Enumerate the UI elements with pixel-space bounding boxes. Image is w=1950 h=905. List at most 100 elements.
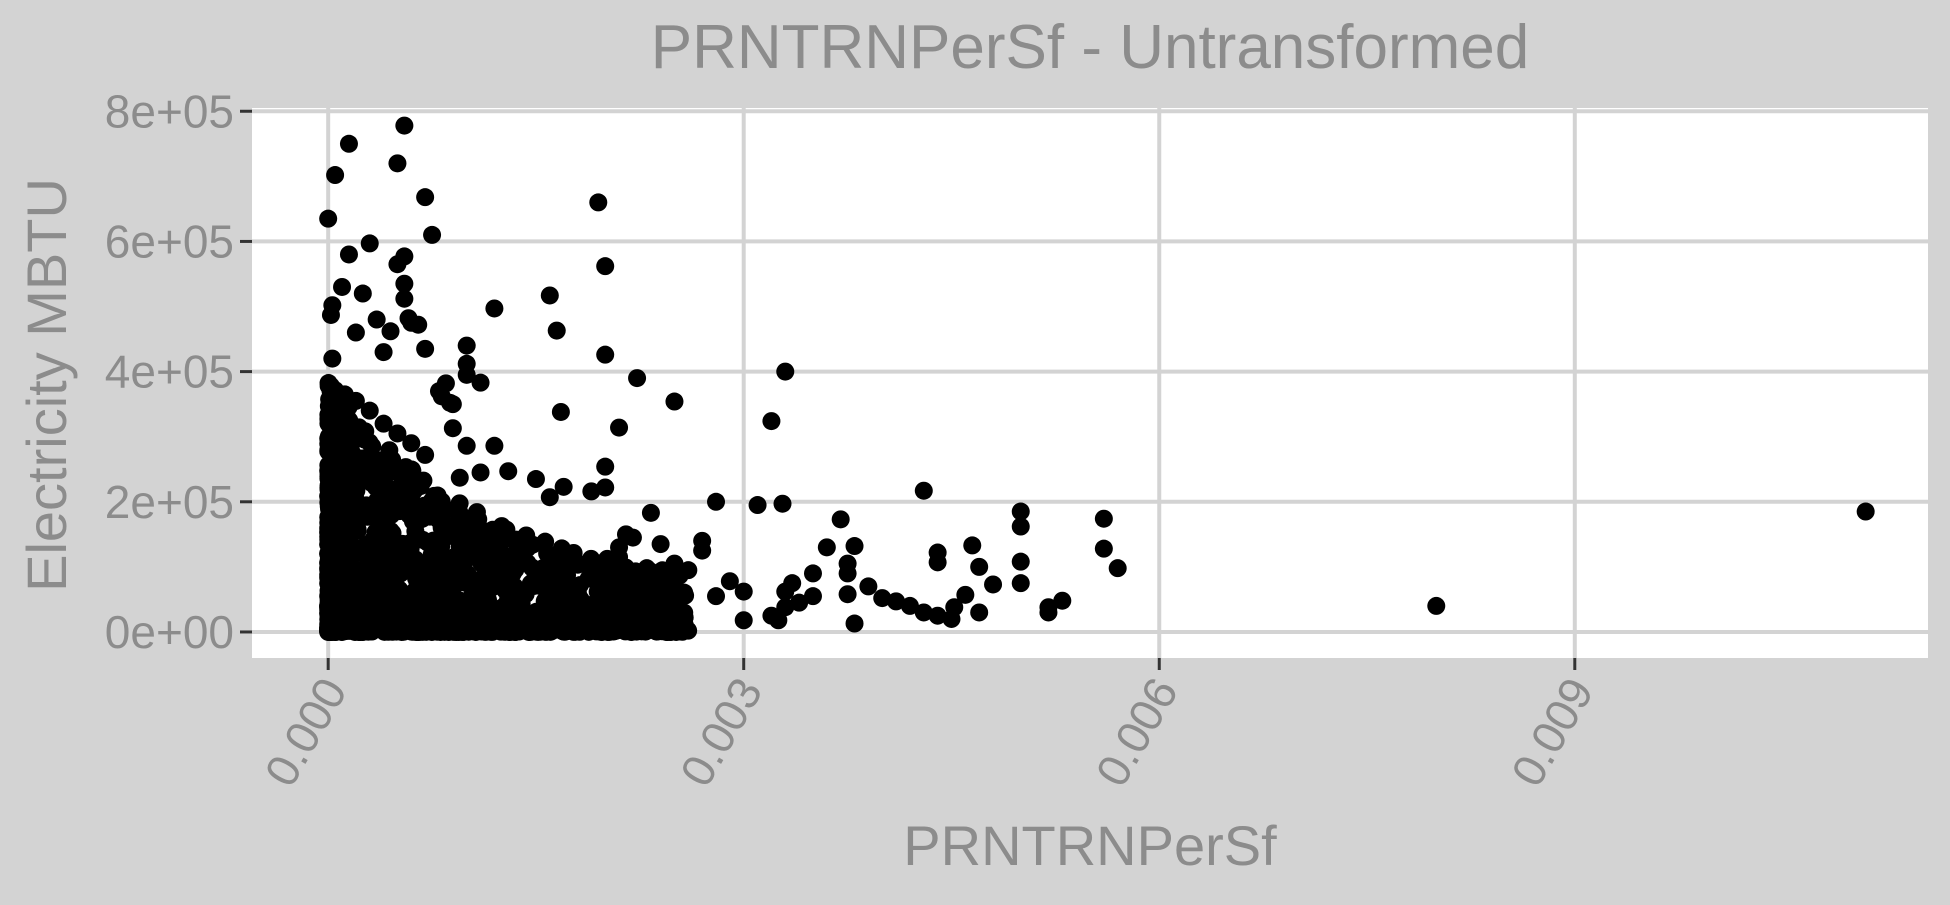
data-point (425, 618, 444, 637)
data-point (803, 564, 822, 583)
data-point (418, 533, 437, 552)
data-point (333, 490, 352, 509)
data-point (416, 445, 435, 464)
data-point (707, 492, 726, 511)
y-tick-label: 0e+00 (105, 606, 234, 658)
data-point (395, 274, 414, 293)
data-point (582, 482, 601, 501)
data-point (594, 587, 613, 606)
data-point (577, 621, 596, 640)
data-point (323, 349, 342, 368)
data-point (914, 481, 933, 500)
data-point (563, 616, 582, 635)
data-point (319, 493, 338, 512)
data-point (641, 503, 660, 522)
data-point (374, 414, 393, 433)
data-point (320, 571, 339, 590)
data-point (1011, 574, 1030, 593)
data-point (477, 568, 496, 587)
data-point (662, 588, 681, 607)
data-point (376, 620, 395, 639)
chart-title: PRNTRNPerSf - Untransformed (651, 13, 1530, 82)
data-points (319, 116, 1875, 641)
data-point (346, 323, 365, 342)
data-point (395, 289, 414, 308)
data-point (495, 580, 514, 599)
data-point (1856, 502, 1875, 521)
data-point (621, 577, 640, 596)
data-point (485, 299, 504, 318)
data-point (319, 209, 338, 228)
data-point (526, 470, 545, 489)
data-point (326, 166, 345, 185)
data-point (458, 574, 477, 593)
data-point (579, 569, 598, 588)
data-point (321, 382, 340, 401)
data-point (402, 434, 421, 453)
data-point (773, 494, 792, 513)
data-point (555, 573, 574, 592)
data-point (790, 593, 809, 612)
data-point (887, 592, 906, 611)
data-point (400, 618, 419, 637)
data-point (363, 437, 382, 456)
data-point (367, 554, 386, 573)
y-axis-label: Electricity MBTU (15, 178, 78, 592)
data-point (547, 321, 566, 340)
data-point (1053, 591, 1072, 610)
data-point (637, 559, 656, 578)
data-point (485, 436, 504, 455)
data-point (405, 552, 424, 571)
data-point (543, 558, 562, 577)
data-point (319, 478, 338, 497)
data-point (734, 582, 753, 601)
y-tick-label: 8e+05 (105, 85, 234, 137)
data-point (351, 461, 370, 480)
data-point (526, 570, 545, 589)
data-point (336, 581, 355, 600)
data-point (748, 496, 767, 515)
data-point (1427, 596, 1446, 615)
data-point (817, 538, 836, 557)
data-point (769, 611, 788, 630)
data-point (337, 408, 356, 427)
data-point (450, 468, 469, 487)
data-point (838, 564, 857, 583)
data-point (1011, 502, 1030, 521)
data-point (693, 541, 712, 560)
data-point (324, 427, 343, 446)
data-point (440, 592, 459, 611)
data-point (610, 548, 629, 567)
data-point (571, 590, 590, 609)
data-point (628, 369, 647, 388)
data-point (417, 501, 436, 520)
data-point (845, 537, 864, 556)
data-point (651, 535, 670, 554)
data-point (762, 412, 781, 431)
data-point (370, 569, 389, 588)
data-point (859, 577, 878, 596)
data-point (443, 419, 462, 438)
data-point (381, 322, 400, 341)
data-point (360, 234, 379, 253)
data-point (436, 374, 455, 393)
data-point (357, 535, 376, 554)
data-point (540, 488, 559, 507)
data-point (471, 463, 490, 482)
data-point (390, 582, 409, 601)
data-point (831, 510, 850, 529)
data-point (374, 343, 393, 362)
data-point (416, 188, 435, 207)
data-point (388, 536, 407, 555)
data-point (457, 336, 476, 355)
data-point (734, 611, 753, 630)
data-point (330, 526, 349, 545)
data-point (720, 572, 739, 591)
data-point (984, 575, 1003, 594)
data-point (589, 193, 608, 212)
data-point (596, 457, 615, 476)
data-point (457, 436, 476, 455)
data-point (528, 621, 547, 640)
data-point (1094, 539, 1113, 558)
data-point (351, 591, 370, 610)
